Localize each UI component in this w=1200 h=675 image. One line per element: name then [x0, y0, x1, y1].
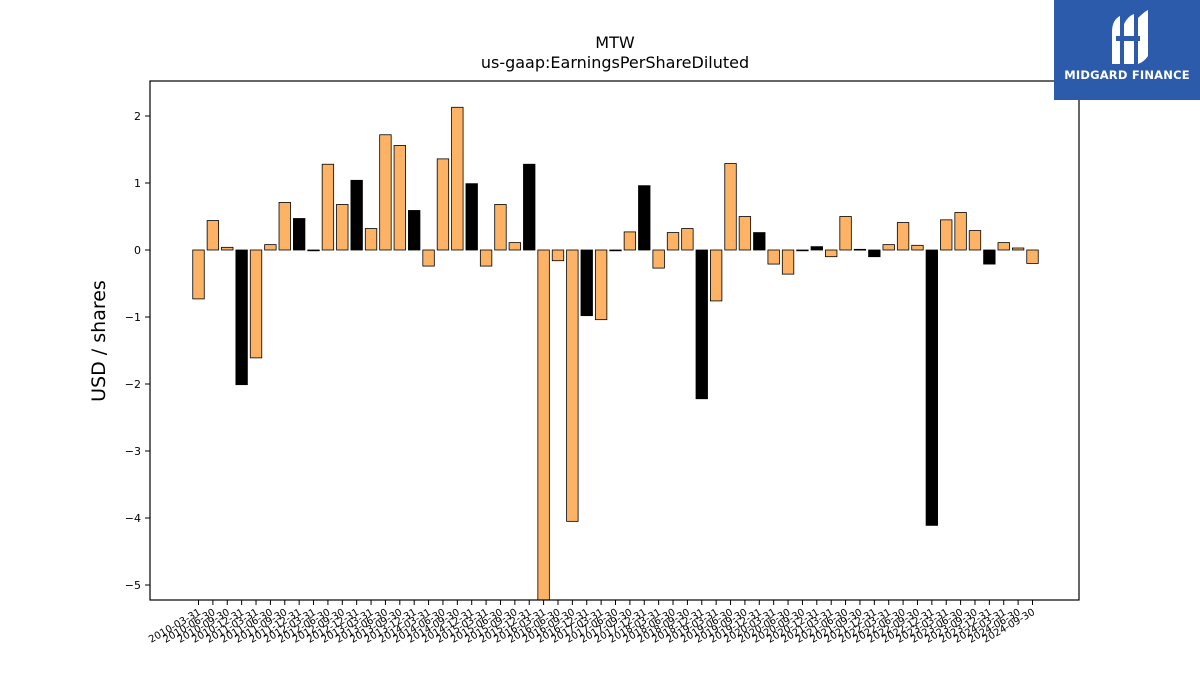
bar	[479, 249, 493, 267]
bar	[1011, 247, 1025, 251]
y-tick-label: −4	[125, 512, 141, 525]
y-tick-label: −3	[125, 445, 141, 458]
bar	[206, 220, 220, 251]
bar-series	[192, 106, 1039, 601]
bar	[753, 232, 766, 251]
chart-subtitle: us-gaap:EarningsPerShareDiluted	[481, 53, 749, 72]
bar	[853, 248, 867, 251]
bar	[666, 232, 680, 251]
bar	[321, 163, 335, 251]
bar	[393, 145, 406, 251]
bar	[652, 249, 665, 269]
bar	[508, 242, 521, 251]
midgard-monogram-icon	[1112, 10, 1148, 64]
bar	[436, 158, 450, 251]
brand-logo: MIDGARD FINANCE	[1054, 0, 1200, 100]
bar	[494, 204, 507, 251]
bar	[896, 222, 910, 251]
bar	[940, 219, 953, 251]
y-tick-label: 2	[134, 110, 141, 123]
bar	[738, 216, 752, 251]
bar	[954, 212, 967, 251]
bar	[968, 230, 982, 251]
bar	[638, 185, 651, 251]
bar	[882, 244, 895, 251]
bar	[839, 216, 852, 251]
y-tick-label: −5	[125, 579, 141, 592]
bar	[566, 249, 579, 522]
y-axis-label: USD / shares	[88, 280, 110, 402]
bar	[264, 244, 277, 251]
y-tick-label: −2	[125, 378, 141, 391]
bar	[465, 183, 478, 251]
plot-frame	[149, 80, 1080, 601]
y-tick-label: 1	[134, 177, 141, 190]
bar	[379, 134, 392, 251]
y-tick-label: −1	[125, 311, 141, 324]
bar	[1026, 249, 1039, 264]
bar	[422, 249, 435, 267]
bar	[350, 179, 363, 251]
bar	[781, 249, 795, 275]
bar	[408, 210, 421, 251]
bar	[580, 249, 593, 317]
bar	[364, 228, 378, 251]
bar	[292, 218, 306, 251]
bar	[451, 106, 464, 251]
brand-name: MIDGARD FINANCE	[1064, 68, 1190, 82]
y-tick-label: 0	[134, 244, 141, 257]
bar	[767, 249, 780, 265]
bar	[868, 249, 881, 258]
bar	[623, 231, 637, 251]
bar	[825, 249, 838, 258]
bar	[523, 163, 536, 251]
bar	[278, 202, 291, 251]
bar	[235, 249, 248, 386]
bar	[710, 249, 723, 302]
bar	[681, 228, 694, 251]
bar	[796, 249, 809, 252]
bar	[983, 249, 996, 265]
bar	[810, 246, 823, 251]
x-axis-ticks: 2010-03-312010-06-302010-09-302010-12-31…	[147, 600, 1037, 646]
bar	[925, 249, 938, 526]
bar	[594, 249, 608, 321]
bar	[307, 249, 320, 252]
chart-title: MTW	[595, 33, 635, 52]
bar	[221, 246, 234, 251]
bar	[911, 244, 924, 251]
bar	[724, 163, 737, 251]
bar	[695, 249, 708, 400]
bar	[997, 242, 1010, 251]
bar	[192, 249, 205, 300]
bar	[537, 249, 550, 601]
y-axis-ticks: 2 1 0 −1 −2 −3 −4 −5	[125, 110, 150, 592]
bar	[249, 249, 263, 359]
bar	[551, 249, 565, 262]
bar	[336, 204, 349, 251]
bar	[609, 249, 622, 252]
